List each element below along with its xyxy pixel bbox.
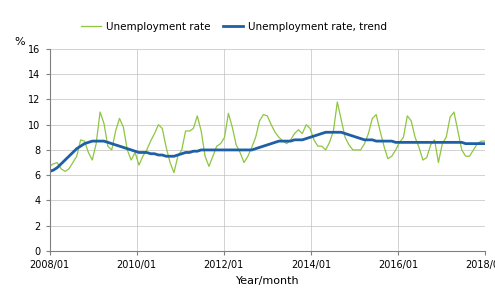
- Unemployment rate, trend: [482, 142, 488, 145]
- Unemployment rate: [58, 167, 64, 171]
- Line: Unemployment rate: Unemployment rate: [50, 102, 485, 173]
- Unemployment rate: [62, 170, 68, 173]
- Unemployment rate, trend: [377, 139, 383, 143]
- Unemployment rate: [47, 165, 52, 168]
- Unemployment rate, trend: [455, 140, 461, 144]
- Unemployment rate: [191, 127, 197, 130]
- X-axis label: Year/month: Year/month: [236, 275, 299, 285]
- Unemployment rate, trend: [412, 140, 418, 144]
- Unemployment rate: [381, 144, 387, 148]
- Unemployment rate, trend: [187, 151, 193, 154]
- Unemployment rate: [459, 148, 465, 152]
- Unemployment rate: [334, 100, 340, 104]
- Line: Unemployment rate, trend: Unemployment rate, trend: [50, 132, 485, 171]
- Unemployment rate, trend: [323, 130, 329, 134]
- Unemployment rate, trend: [62, 158, 68, 162]
- Unemployment rate: [482, 139, 488, 143]
- Unemployment rate, trend: [58, 162, 64, 166]
- Unemployment rate: [416, 146, 422, 149]
- Unemployment rate: [171, 171, 177, 174]
- Text: %: %: [15, 37, 25, 47]
- Unemployment rate, trend: [47, 170, 52, 173]
- Legend: Unemployment rate, Unemployment rate, trend: Unemployment rate, Unemployment rate, tr…: [77, 18, 391, 36]
